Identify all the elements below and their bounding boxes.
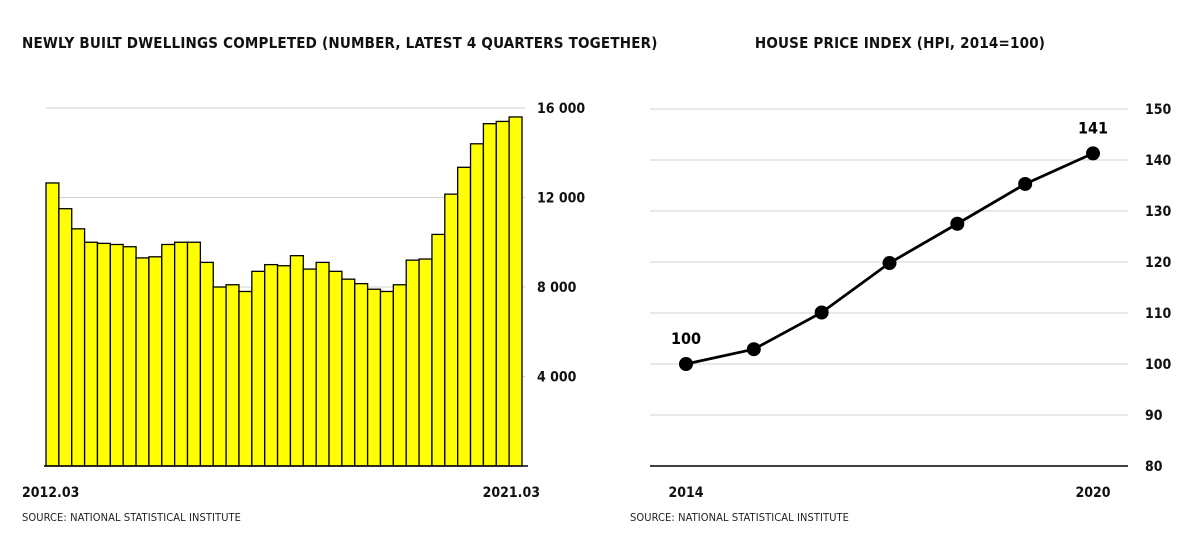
data-point: [746, 342, 761, 357]
bar: [289, 255, 304, 467]
bar: [302, 268, 317, 467]
bar: [109, 243, 124, 467]
bar: [199, 261, 214, 467]
hpi-chart-source: SOURCE: NATIONAL STATISTICAL INSTITUTE: [630, 511, 850, 524]
x-tick-label: 2012.03: [22, 485, 79, 501]
y-tick-label: 80: [1145, 459, 1163, 475]
bar: [71, 228, 86, 467]
bar: [225, 284, 240, 467]
hpi-line-chart: 80 90 100 110 120 130 140 150 100 141 2014 2020: [650, 102, 1172, 501]
x-tick-label: 2021.03: [483, 485, 540, 501]
dwellings-chart-panel: NEWLY BUILT DWELLINGS COMPLETED (NUMBER,…: [22, 34, 657, 524]
y-tick-label: 120: [1145, 255, 1172, 271]
hpi-chart-title: HOUSE PRICE INDEX (HPI, 2014=100): [754, 34, 1046, 52]
bar: [45, 182, 60, 467]
bar: [341, 278, 356, 467]
bar: [482, 123, 497, 467]
bar: [135, 257, 150, 467]
bar: [315, 261, 330, 467]
bar: [122, 246, 137, 467]
y-tick-label: 4 000: [537, 370, 577, 386]
bar: [328, 270, 343, 467]
bar: [264, 263, 279, 467]
dwellings-bar-chart: 4 000 8 000 12 000 16 000 2012.03 2021.03: [22, 101, 585, 501]
bar: [238, 290, 253, 467]
bar: [469, 143, 485, 467]
dwellings-chart-title: NEWLY BUILT DWELLINGS COMPLETED (NUMBER,…: [22, 34, 658, 52]
hpi-chart-panel: HOUSE PRICE INDEX (HPI, 2014=100) 80 90 10…: [600, 0, 1200, 553]
y-tick-label: 12 000: [537, 191, 585, 207]
bar: [431, 233, 446, 467]
y-tick-label: 16 000: [537, 101, 585, 117]
y-tick-label: 150: [1145, 102, 1172, 118]
data-label: 141: [1078, 118, 1108, 137]
x-tick-label: 2020: [1075, 485, 1110, 501]
bar: [354, 282, 369, 467]
bar: [148, 256, 163, 467]
bar: [186, 241, 202, 467]
bar: [392, 284, 407, 467]
bar: [457, 166, 472, 467]
data-point: [814, 305, 829, 320]
y-tick-label: 140: [1145, 153, 1172, 169]
bar: [212, 286, 227, 467]
bar: [418, 258, 433, 467]
bar: [173, 241, 189, 467]
bar: [495, 120, 510, 467]
y-tick-label: 100: [1145, 357, 1172, 373]
bar: [444, 193, 459, 467]
data-point: [950, 216, 965, 231]
y-tick-label: 130: [1145, 204, 1172, 220]
bar: [161, 243, 176, 467]
data-point: [882, 256, 897, 271]
bar: [83, 241, 99, 467]
dwellings-chart-source: SOURCE: NATIONAL STATISTICAL INSTITUTE: [22, 511, 242, 524]
y-tick-label: 90: [1145, 408, 1163, 424]
data-point: [679, 357, 693, 371]
bar: [96, 242, 111, 467]
data-label: 100: [671, 329, 701, 348]
bar: [251, 270, 266, 467]
bar: [58, 208, 73, 467]
bar: [508, 116, 523, 467]
y-tick-label: 110: [1145, 306, 1172, 322]
bar: [405, 259, 420, 467]
bar: [366, 288, 382, 467]
x-tick-label: 2014: [668, 485, 703, 501]
bar: [379, 290, 395, 467]
y-tick-label: 8 000: [537, 280, 577, 296]
data-point: [1086, 146, 1100, 161]
bar: [276, 265, 292, 467]
data-point: [1018, 176, 1033, 191]
